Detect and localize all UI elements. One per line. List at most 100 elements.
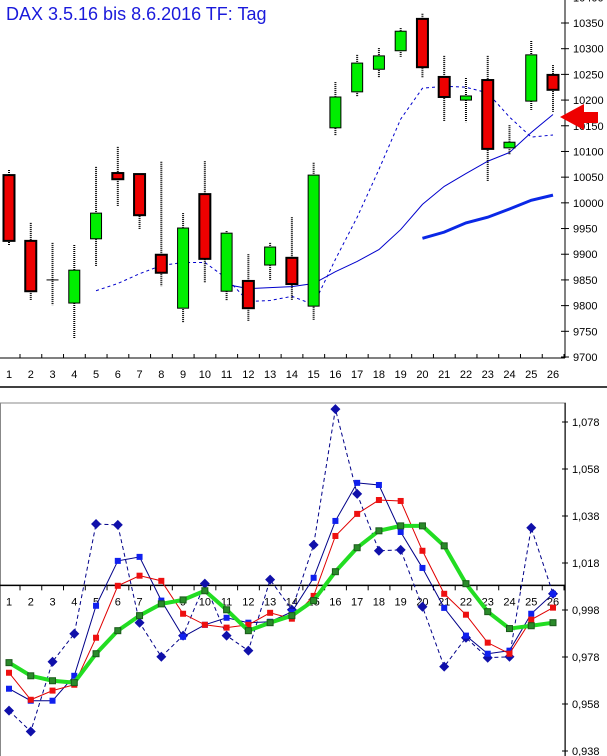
price-tick-label: 9700 <box>573 352 597 364</box>
square-marker <box>157 600 165 608</box>
square-marker <box>114 627 122 635</box>
candle-body-up <box>90 212 103 240</box>
x-tick-label: 10 <box>199 369 211 381</box>
square-marker <box>505 625 513 633</box>
candle-body-down <box>198 193 212 260</box>
square-marker <box>267 609 274 616</box>
x-tick-label: 5 <box>93 369 99 381</box>
square-marker <box>114 557 121 564</box>
square-marker <box>332 532 339 539</box>
x-tick-label: 8 <box>158 369 164 381</box>
x-tick-label: 12 <box>242 596 254 608</box>
square-marker <box>549 619 557 627</box>
square-marker <box>310 574 317 581</box>
candle-body-down <box>546 73 560 91</box>
diamond-marker <box>199 578 210 589</box>
x-tick-label: 19 <box>395 369 407 381</box>
diamond-marker <box>91 518 102 529</box>
x-tick-label: 13 <box>264 369 276 381</box>
candle <box>220 231 233 301</box>
indicator-series <box>4 404 558 737</box>
candle-body-down <box>285 256 299 286</box>
price-tick-label: 10400 <box>573 0 604 4</box>
square-marker <box>180 610 187 617</box>
x-tick-label: 18 <box>373 369 385 381</box>
x-tick-label: 17 <box>351 596 363 608</box>
indicator-tick-label: 1,018 <box>572 558 600 570</box>
square-marker <box>49 677 57 685</box>
candle-body-up <box>503 141 516 149</box>
moving-average-line <box>95 85 554 306</box>
x-tick-label: 2 <box>28 596 34 608</box>
square-marker <box>528 610 535 617</box>
square-marker <box>550 604 556 611</box>
square-marker <box>114 582 121 589</box>
price-tick-label: 9800 <box>573 301 597 313</box>
indicator-tick-label: 1,058 <box>572 464 600 476</box>
candle-body-up <box>394 30 407 52</box>
indicator-line <box>8 482 554 702</box>
square-marker <box>462 580 470 588</box>
candle <box>372 48 385 78</box>
diamond-marker <box>417 601 428 612</box>
candle-body-down <box>481 79 495 150</box>
diamond-marker <box>373 545 384 556</box>
diamond-marker <box>330 404 341 415</box>
candle <box>307 162 320 321</box>
candle-body-down <box>2 174 16 242</box>
x-tick-label: 20 <box>416 369 428 381</box>
square-marker <box>462 632 469 639</box>
price-tick-label: 10200 <box>573 95 604 107</box>
square-marker <box>550 590 556 597</box>
x-tick-label: 11 <box>221 596 232 608</box>
diamond-marker <box>265 574 276 585</box>
indicator-tick-label: 0,938 <box>572 746 600 756</box>
diamond-marker <box>69 628 80 639</box>
indicator-tick-label: 0,958 <box>572 699 600 711</box>
x-tick-label: 15 <box>308 369 320 381</box>
x-tick-label: 23 <box>482 369 494 381</box>
candle-body-up <box>351 62 364 93</box>
square-marker <box>353 544 361 552</box>
candle <box>394 28 407 57</box>
diamond-marker <box>395 544 406 555</box>
x-tick-label: 12 <box>242 369 254 381</box>
x-tick-label: 7 <box>136 369 142 381</box>
candle <box>133 173 147 230</box>
candle <box>177 213 190 324</box>
square-marker <box>310 592 317 599</box>
price-tick-label: 9900 <box>573 249 597 261</box>
x-tick-label: 1 <box>6 596 12 608</box>
candle <box>24 222 38 300</box>
indicator-frame <box>0 402 566 756</box>
price-tick-label: 9850 <box>573 275 597 287</box>
candle <box>525 40 538 110</box>
square-marker <box>484 650 491 657</box>
x-tick-label: 25 <box>525 596 537 608</box>
square-marker <box>419 564 426 571</box>
square-marker <box>158 577 165 584</box>
candle-body-up <box>68 269 81 304</box>
chart-title: DAX 3.5.16 bis 8.6.2016 TF: Tag <box>6 4 267 24</box>
candle <box>351 54 364 97</box>
square-marker <box>288 608 295 615</box>
diamond-marker <box>4 705 14 716</box>
indicator-tick-label: 0,978 <box>572 652 600 664</box>
candle-body-up <box>525 54 538 102</box>
price-tick-label: 10250 <box>573 69 604 81</box>
x-tick-label: 26 <box>547 369 559 381</box>
square-marker <box>397 528 404 535</box>
price-tick-label: 9950 <box>573 224 597 236</box>
square-marker <box>223 624 230 631</box>
square-marker <box>244 627 252 635</box>
candle <box>459 77 472 123</box>
square-marker <box>93 602 100 609</box>
candle <box>546 65 560 112</box>
square-marker <box>93 634 100 641</box>
square-marker <box>354 479 361 486</box>
x-tick-label: 24 <box>503 369 515 381</box>
square-marker <box>92 650 100 658</box>
x-tick-label: 3 <box>49 369 55 381</box>
indicator-tick-label: 1,038 <box>572 511 600 523</box>
